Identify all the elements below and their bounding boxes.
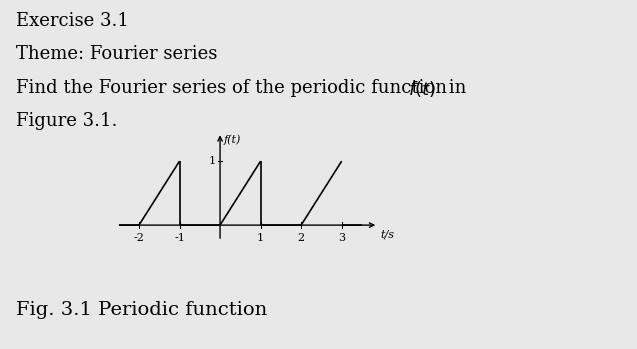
Text: Exercise 3.1: Exercise 3.1 — [16, 12, 129, 30]
Text: 3: 3 — [338, 233, 345, 243]
Text: 1: 1 — [209, 156, 216, 166]
Text: 1: 1 — [257, 233, 264, 243]
Text: -1: -1 — [174, 233, 185, 243]
Text: f(t): f(t) — [224, 134, 241, 145]
Text: in: in — [443, 79, 466, 97]
Text: Fig. 3.1 Periodic function: Fig. 3.1 Periodic function — [16, 301, 267, 319]
Text: Find the Fourier series of the periodic function: Find the Fourier series of the periodic … — [16, 79, 453, 97]
Text: -2: -2 — [134, 233, 145, 243]
Text: Theme: Fourier series: Theme: Fourier series — [16, 45, 217, 64]
Text: 2: 2 — [297, 233, 304, 243]
Text: Figure 3.1.: Figure 3.1. — [16, 112, 117, 130]
Text: $f(t)$: $f(t)$ — [408, 79, 436, 98]
Text: t/s: t/s — [380, 230, 394, 240]
